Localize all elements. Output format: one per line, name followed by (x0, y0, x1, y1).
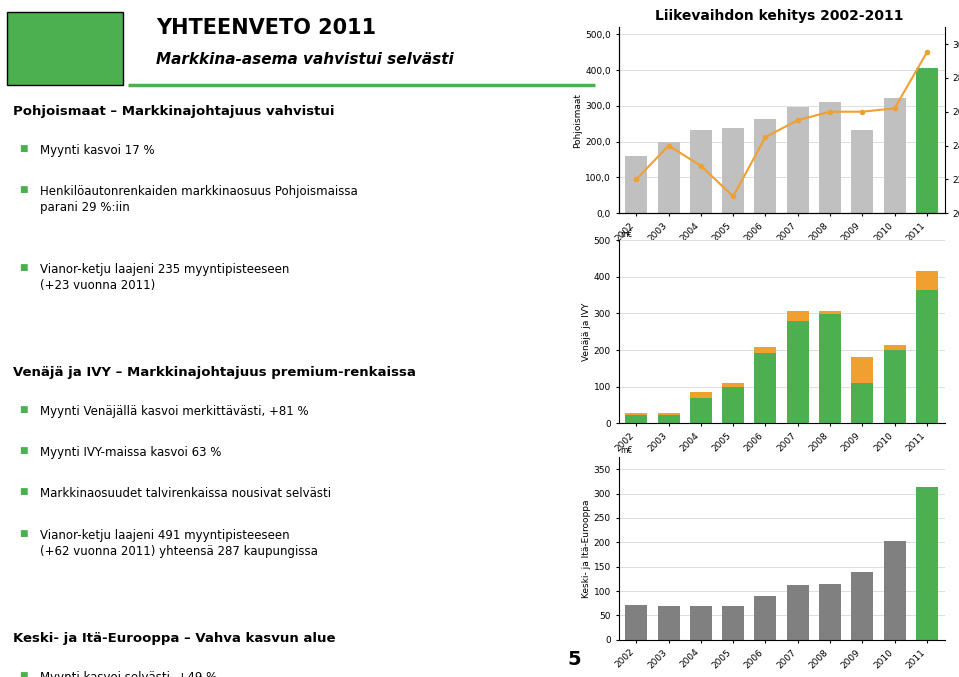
Bar (786, 322, 808, 423)
Text: 5: 5 (568, 650, 581, 669)
Text: Pohjoismaat – Markkinajohtajuus vahvistui: Pohjoismaat – Markkinajohtajuus vahvistu… (13, 105, 335, 118)
Bar (819, 311, 841, 314)
Bar (625, 156, 647, 213)
Bar (755, 353, 777, 423)
Text: ■: ■ (19, 263, 28, 271)
Text: Venäjä ja IVY – Markkinajohtajuus premium-renkaissa: Venäjä ja IVY – Markkinajohtajuus premiu… (13, 366, 416, 378)
Bar (916, 290, 938, 423)
Bar (916, 487, 938, 640)
Text: Myynti IVY-maissa kasvoi 63 %: Myynti IVY-maissa kasvoi 63 % (40, 446, 222, 459)
Bar (690, 392, 712, 397)
Text: RENKAAT: RENKAAT (26, 58, 103, 73)
Bar (786, 106, 808, 213)
Text: ■: ■ (19, 185, 28, 194)
Bar (883, 345, 905, 350)
Bar (786, 311, 808, 322)
Text: Henkilöautonrenkaiden markkinaosuus Pohjoismaissa
parani 29 %:iin: Henkilöautonrenkaiden markkinaosuus Pohj… (40, 185, 358, 215)
Text: ■: ■ (19, 405, 28, 414)
Text: Myynti Venäjällä kasvoi merkittävästi, +81 %: Myynti Venäjällä kasvoi merkittävästi, +… (40, 405, 309, 418)
Legend: Myynti Pohjoismaaissa, m€, Markkinaosuus, %: Myynti Pohjoismaaissa, m€, Markkinaosuus… (667, 273, 897, 288)
Bar (755, 347, 777, 353)
Text: Liikevaihdon kehitys 2002-2011: Liikevaihdon kehitys 2002-2011 (655, 9, 903, 23)
Bar (916, 68, 938, 213)
Text: m€: m€ (620, 446, 632, 455)
Bar (852, 130, 874, 213)
Text: ■: ■ (19, 487, 28, 496)
Y-axis label: Keski- ja Itä-Eurooppa: Keski- ja Itä-Eurooppa (582, 499, 591, 598)
Bar (819, 584, 841, 640)
Bar (755, 119, 777, 213)
Bar (625, 415, 647, 423)
Text: Keski- ja Itä-Eurooppa – Vahva kasvun alue: Keski- ja Itä-Eurooppa – Vahva kasvun al… (13, 632, 336, 645)
Text: YHTEENVETO 2011: YHTEENVETO 2011 (155, 18, 376, 39)
Bar (883, 542, 905, 640)
Bar (883, 97, 905, 213)
Text: Myynti kasvoi selvästi, +49 %: Myynti kasvoi selvästi, +49 % (40, 671, 218, 677)
Text: Myynti kasvoi 17 %: Myynti kasvoi 17 % (40, 144, 155, 157)
Text: ■: ■ (19, 446, 28, 455)
Bar (722, 383, 744, 387)
Bar (690, 397, 712, 423)
Bar (786, 585, 808, 640)
Y-axis label: Pohjoismaat: Pohjoismaat (573, 93, 582, 148)
Text: Markkina-asema vahvistui selvästi: Markkina-asema vahvistui selvästi (155, 52, 454, 67)
Bar (690, 130, 712, 213)
Bar (722, 387, 744, 423)
Bar (690, 606, 712, 640)
Bar (883, 350, 905, 423)
Bar (852, 357, 874, 383)
Text: ■: ■ (19, 529, 28, 538)
Bar (852, 571, 874, 640)
Bar (755, 596, 777, 640)
Text: ■: ■ (19, 671, 28, 677)
Legend: Muut IVY-maat, Venäjä: Muut IVY-maat, Venäjä (713, 481, 851, 496)
Text: Vianor-ketju laajeni 235 myyntipisteeseen
(+23 vuonna 2011): Vianor-ketju laajeni 235 myyntipisteesee… (40, 263, 290, 292)
Text: Markkinaosuudet talvirenkaissa nousivat selvästi: Markkinaosuudet talvirenkaissa nousivat … (40, 487, 332, 500)
Bar (852, 383, 874, 423)
Bar (658, 415, 680, 423)
Bar (819, 102, 841, 213)
Bar (658, 413, 680, 415)
Text: m€: m€ (620, 230, 632, 238)
Text: Vianor-ketju laajeni 491 myyntipisteeseen
(+62 vuonna 2011) yhteensä 287 kaupung: Vianor-ketju laajeni 491 myyntipisteesee… (40, 529, 318, 558)
Bar (722, 606, 744, 640)
Text: nokian: nokian (36, 32, 92, 47)
Bar (625, 413, 647, 415)
Text: ■: ■ (19, 144, 28, 153)
Bar (658, 606, 680, 640)
Bar (916, 271, 938, 290)
Y-axis label: Venäjä ja IVY: Venäjä ja IVY (582, 303, 591, 361)
Bar (722, 128, 744, 213)
Bar (819, 314, 841, 423)
Bar (625, 605, 647, 640)
FancyBboxPatch shape (7, 12, 123, 85)
Bar (658, 141, 680, 213)
